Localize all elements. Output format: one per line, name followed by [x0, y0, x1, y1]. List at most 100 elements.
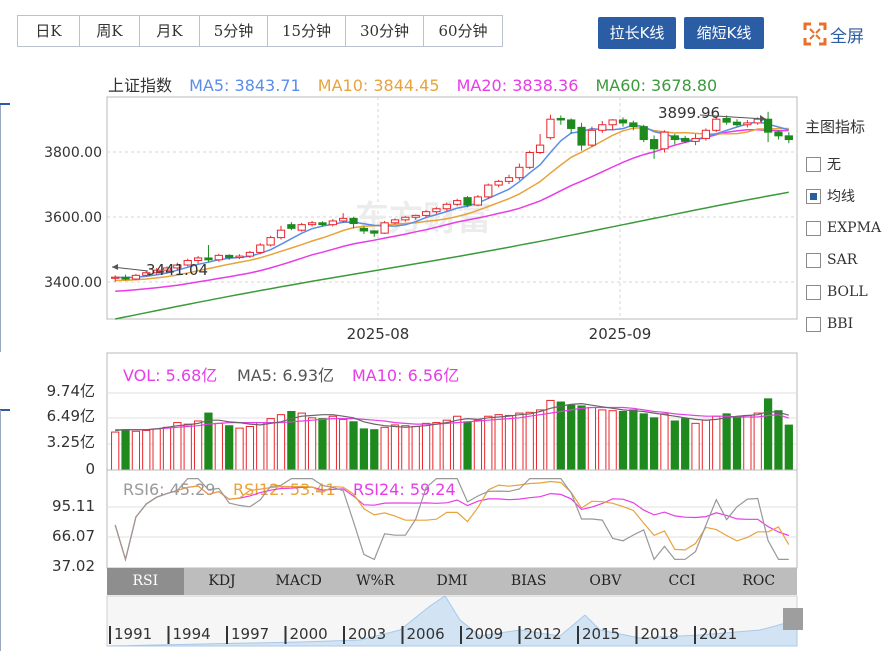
period-tab-60min[interactable]: 60分钟 [438, 22, 488, 40]
candle [649, 135, 659, 159]
candle [618, 117, 628, 127]
candle-body [121, 276, 130, 280]
tab-wr[interactable]: W%R [356, 573, 395, 589]
tab-cci[interactable]: CCI [668, 573, 696, 589]
candle-body [245, 251, 255, 257]
low-annotation: 3441.04 [146, 261, 208, 279]
candle-body [349, 217, 358, 225]
period-tabs: 日K 周K 月K 5分钟 15分钟 30分钟 60分钟 [17, 15, 503, 47]
candle-body [763, 118, 773, 133]
candle [380, 220, 389, 234]
period-tab-month[interactable]: 月K [140, 16, 200, 46]
indicator-label: BBI [827, 316, 854, 332]
candle [131, 273, 141, 281]
ma60-line [115, 191, 789, 320]
indicator-sar[interactable]: SAR [806, 244, 891, 276]
volume-bar [681, 418, 690, 471]
candle [701, 128, 711, 141]
checkbox-checked[interactable] [806, 188, 821, 204]
candle-body [525, 152, 534, 168]
volume-bar [629, 409, 638, 471]
tab-obv[interactable]: OBV [589, 573, 622, 589]
timeline-handle[interactable] [783, 608, 803, 630]
tab-roc[interactable]: ROC [742, 573, 776, 589]
volume-bar [142, 429, 151, 471]
checkbox[interactable] [806, 284, 821, 300]
vol-label-mid: 6.49亿 [47, 407, 95, 425]
volume-bar [287, 410, 296, 471]
price-label-3800: 3800.00 [44, 145, 102, 161]
candle-body [111, 276, 120, 279]
checkbox[interactable] [806, 316, 821, 332]
date-label-sep: 2025-09 [589, 325, 652, 343]
candle-body [276, 229, 286, 239]
volume-bar [111, 431, 120, 471]
volume-bar [442, 419, 451, 471]
candle-body [732, 121, 742, 126]
volume-bar [162, 426, 172, 471]
indicator-ma[interactable]: 均线 [806, 180, 891, 212]
year-label: 1994 [173, 625, 211, 643]
volume-bar [318, 418, 327, 471]
indicator-expma[interactable]: EXPMA [806, 212, 891, 244]
tab-dmi[interactable]: DMI [436, 573, 468, 589]
high-annotation: 3899.96 [658, 104, 720, 122]
high-arrow [699, 114, 767, 120]
kline-legend: 上证指数 MA5: 3843.71 MA10: 3844.45 MA20: 38… [108, 72, 729, 96]
candle [111, 275, 120, 282]
tab-rsi[interactable]: RSI [107, 568, 184, 595]
volume-bar [577, 405, 586, 471]
tab-kdj[interactable]: KDJ [208, 573, 236, 589]
period-tab-day[interactable]: 日K [18, 16, 80, 46]
candle-body [173, 264, 182, 269]
main-indicator-panel: 主图指标 无 均线 EXPMA SAR BOLL BBI [805, 116, 891, 340]
candle-body [225, 254, 234, 259]
checkbox[interactable] [806, 220, 821, 236]
year-label: 2012 [524, 625, 562, 643]
checkbox[interactable] [806, 156, 821, 172]
fullscreen-button[interactable]: 全屏 [803, 20, 864, 48]
tab-bias[interactable]: BIAS [510, 573, 547, 589]
candle [152, 267, 161, 275]
volume-bar [473, 419, 483, 471]
year-label: 2003 [348, 625, 386, 643]
year-label: 2018 [641, 625, 679, 643]
period-tab-15min[interactable]: 15分钟 [268, 16, 346, 46]
candle [359, 226, 369, 234]
volume-bar [359, 428, 369, 471]
stretch-kline-button[interactable]: 拉长K线 [598, 17, 676, 49]
volume-bar [712, 415, 721, 471]
volume-bar [639, 413, 648, 471]
volume-bar [535, 409, 545, 471]
volume-bar [307, 417, 317, 471]
candle-body [484, 184, 493, 198]
indicator-boll[interactable]: BOLL [806, 276, 891, 308]
shorten-kline-button[interactable]: 缩短K线 [684, 17, 764, 49]
rsi-lines [114, 478, 790, 562]
period-tab-30min[interactable]: 30分钟 [346, 16, 424, 46]
volume-bar [515, 412, 524, 471]
checkbox[interactable] [806, 252, 821, 268]
indicator-label: BOLL [827, 284, 868, 300]
candle-body [307, 222, 317, 226]
tab-macd[interactable]: MACD [275, 573, 322, 589]
candle-body [587, 129, 597, 146]
candle-body [618, 119, 628, 124]
date-label-aug: 2025-08 [347, 325, 410, 343]
period-tab-5min[interactable]: 5分钟 [200, 16, 268, 46]
candle-body [784, 135, 793, 141]
indicator-bbi[interactable]: BBI [806, 308, 891, 340]
fullscreen-label: 全屏 [830, 26, 864, 47]
volume-bar [732, 416, 742, 471]
volume-bar [463, 421, 472, 471]
vol-legend: VOL: 5.68亿 [123, 366, 217, 385]
candle-body [639, 126, 648, 141]
indicator-none[interactable]: 无 [806, 148, 891, 180]
year-label: 2021 [699, 625, 737, 643]
candle-body [712, 118, 721, 131]
volume-bar [256, 422, 265, 471]
candle-body [421, 211, 431, 216]
period-tab-week[interactable]: 周K [80, 16, 140, 46]
candle-body [577, 126, 586, 146]
